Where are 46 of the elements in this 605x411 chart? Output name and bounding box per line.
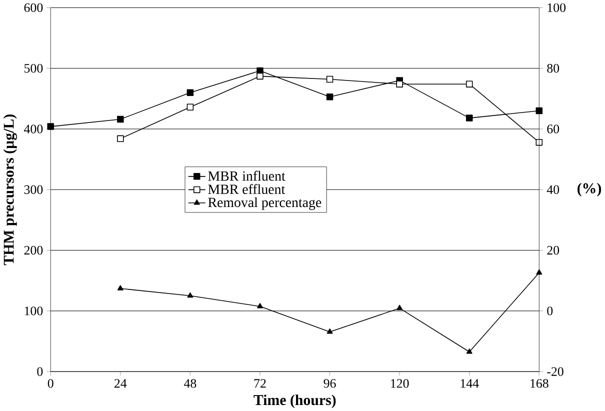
x-tick-label: 144 — [460, 378, 479, 388]
y2-tick-label: 80 — [547, 64, 560, 72]
point — [187, 292, 194, 298]
point — [326, 76, 334, 82]
y-tick-label: 300 — [24, 185, 43, 194]
y2-axis-title: (%) — [578, 182, 602, 196]
point — [117, 284, 124, 290]
x-tick-label: 168 — [530, 378, 548, 388]
point — [186, 104, 194, 110]
x-tick-label: 72 — [254, 378, 266, 388]
point — [326, 328, 333, 334]
y-tick-label: 500 — [24, 64, 43, 72]
y-tick-label: 400 — [24, 124, 43, 134]
x-tick-label: 120 — [391, 378, 409, 388]
x-tick-label: 96 — [324, 378, 336, 388]
legend-label: MBR influent — [208, 170, 286, 181]
point — [117, 116, 124, 122]
y2-tick-label: 20 — [547, 246, 560, 254]
y-axis-title: THM precursors (µg/L) — [3, 114, 17, 265]
x-axis-title: Time (hours) — [254, 394, 336, 408]
y-tick-label: 0 — [37, 367, 43, 376]
y2-tick-label: 40 — [546, 185, 560, 194]
point — [117, 135, 124, 142]
point — [466, 348, 472, 354]
point — [186, 89, 194, 96]
y2-tick-label: 0 — [547, 306, 553, 316]
y2-tick-label: -20 — [547, 367, 564, 376]
point — [536, 269, 542, 274]
y2-tick-label: 100 — [548, 3, 566, 12]
legend-label: Removal percentage — [208, 197, 322, 210]
point — [396, 304, 403, 310]
legend-label: MBR effluent — [208, 184, 286, 194]
point — [256, 72, 264, 80]
point — [47, 122, 54, 130]
x-tick-label: 24 — [114, 378, 127, 388]
y-tick-label: 100 — [24, 306, 43, 316]
y2-tick-label: 60 — [547, 124, 560, 134]
x-tick-label: 48 — [184, 378, 196, 388]
point — [466, 80, 473, 88]
y-tick-label: 600 — [24, 3, 43, 12]
point — [396, 80, 403, 88]
x-tick-label: 0 — [48, 378, 54, 388]
point — [257, 302, 263, 308]
y-tick-label: 200 — [24, 246, 43, 254]
point — [466, 114, 473, 122]
point — [326, 93, 334, 100]
